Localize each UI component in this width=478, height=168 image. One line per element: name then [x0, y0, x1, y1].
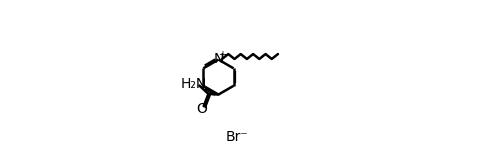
Text: H₂N: H₂N	[181, 77, 207, 91]
Text: N: N	[213, 52, 224, 66]
Text: O: O	[196, 101, 207, 116]
Text: +: +	[217, 50, 226, 60]
Text: Br⁻: Br⁻	[226, 130, 249, 144]
